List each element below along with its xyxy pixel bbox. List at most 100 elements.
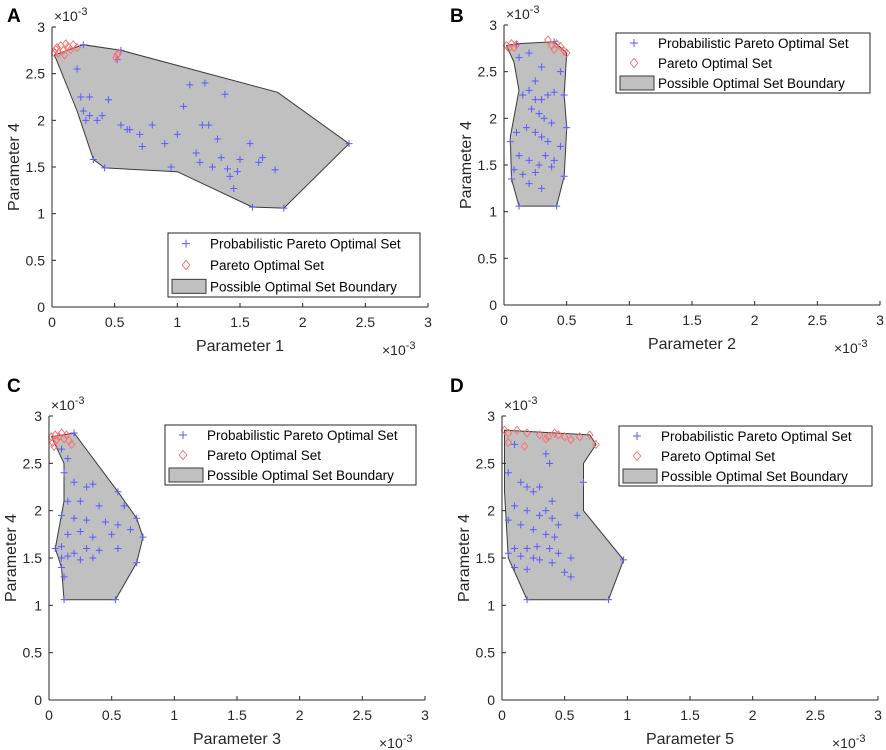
legend-swatch [620,76,654,90]
y-exponent-label: ×10-3 [54,6,88,24]
y-tick-label: 3 [487,408,495,424]
y-tick-label: 3 [37,19,45,35]
optimal-set-boundary [505,430,624,600]
x-axis-title: Parameter 2 [648,336,736,353]
y-exponent-label: ×10-3 [506,4,540,22]
legend-label: Probabilistic Pareto Optimal Set [207,428,398,443]
panel-b: B 0 0.5 1 1.5 2 2.5 3 0 0.5 1 1.5 2 2.5 3 Parameter 2 Pa… [450,4,884,356]
panel-d: D0 0.5 1 1.5 2 2.5 300.511.522.53Parameter 5Pa… [450,376,882,750]
y-tick-label: 0.5 [26,252,46,268]
optimal-set-boundary [55,45,350,208]
x-tick-label: 2 [299,314,307,330]
x-tick-label: 0 [45,707,53,723]
x-tick-label: 3 [876,312,884,328]
legend: Probabilistic Pareto Optimal Set Pareto O… [619,426,872,486]
y-tick-label: 2 [37,112,45,128]
legend-label: Possible Optimal Set Boundary [210,279,397,294]
legend-label: Probabilistic Pareto Optimal Set [661,429,852,444]
y-axis-title: Parameter 4 [456,514,473,602]
y-tick-label: 2.5 [26,66,46,82]
x-tick-label: 0 [500,312,508,328]
y-tick-label: 0 [487,692,495,708]
y-axis-title: Parameter 4 [458,121,475,209]
y-tick-label: 2.5 [478,64,498,80]
y-tick-label: 0.5 [478,250,498,266]
panel-letter: A [7,6,21,27]
x-tick-label: 1.5 [227,707,247,723]
x-tick-label: 3 [424,314,432,330]
x-exponent-label: ×10-3 [379,733,413,750]
legend-swatch [623,469,657,483]
legend-label: Pareto Optimal Set [210,258,324,273]
x-tick-label: 0.5 [555,707,575,723]
panel-letter: C [7,376,21,397]
x-tick-label: 2.5 [808,312,828,328]
y-tick-label: 0.5 [476,645,496,661]
x-tick-label: 3 [874,707,882,723]
y-tick-label: 2.5 [476,455,496,471]
y-tick-label: 0 [34,692,42,708]
x-axis-title: Parameter 1 [196,338,284,355]
legend-label: Pareto Optimal Set [661,449,775,464]
x-tick-label: 1 [625,312,633,328]
x-tick-label: 0 [498,707,506,723]
y-tick-label: 3 [489,17,497,33]
y-tick-label: 0 [489,297,497,313]
x-tick-label: 1.5 [680,707,700,723]
y-tick-label: 0 [37,299,45,315]
y-tick-label: 1 [34,597,42,613]
legend-label: Possible Optimal Set Boundary [658,76,845,91]
optimal-set-boundary [52,433,144,600]
y-tick-label: 1.5 [478,157,498,173]
legend-label: Pareto Optimal Set [207,448,321,463]
panel-a: A0 0.5 1 1.5 2 2.5 300.511.522.53Parameter 1Pa… [6,6,432,358]
x-tick-label: 1.5 [682,312,702,328]
x-tick-label: 1.5 [230,314,250,330]
x-exponent-label: ×10-3 [834,338,868,356]
y-axis-title: Parameter 4 [3,514,20,602]
optimal-set-boundary [507,42,567,206]
x-axis-title: Parameter 3 [193,731,281,748]
y-tick-label: 1.5 [476,550,496,566]
y-tick-label: 2 [34,503,42,519]
y-tick-label: 0.5 [23,645,43,661]
x-exponent-label: ×10-3 [382,340,416,358]
y-axis-title: Parameter 4 [6,123,23,211]
x-axis-title: Parameter 5 [646,731,734,748]
y-exponent-label: ×10-3 [504,395,538,413]
figure: A 0 0.5 1 1.5 2 2.5 3 0 0.5 1 1.5 2 2.5 3 Parameter 1 Pa… [0,0,886,750]
y-tick-label: 3 [34,408,42,424]
x-tick-label: 1 [623,707,631,723]
panel-letter: D [450,376,464,397]
panel-letter: B [450,6,464,27]
x-tick-label: 0.5 [102,707,122,723]
legend-label: Probabilistic Pareto Optimal Set [210,237,401,252]
x-tick-label: 2 [296,707,304,723]
x-tick-label: 1 [170,707,178,723]
y-tick-label: 2 [489,110,497,126]
y-tick-label: 2.5 [23,455,43,471]
legend-label: Pareto Optimal Set [658,56,772,71]
legend: Probabilistic Pareto Optimal Set Pareto O… [168,233,420,297]
x-exponent-label: ×10-3 [832,733,866,750]
x-tick-label: 3 [421,707,429,723]
y-tick-label: 1.5 [23,550,43,566]
x-tick-label: 2 [751,312,759,328]
y-tick-label: 1.5 [26,159,46,175]
legend-label: Possible Optimal Set Boundary [207,468,394,483]
legend-swatch [169,468,203,482]
y-exponent-label: ×10-3 [51,395,85,413]
x-tick-label: 0.5 [557,312,577,328]
x-tick-label: 0 [48,314,56,330]
y-tick-label: 2 [487,503,495,519]
x-tick-label: 0.5 [105,314,125,330]
legend-label: Probabilistic Pareto Optimal Set [658,36,849,51]
legend: Probabilistic Pareto Optimal Set Pareto O… [616,33,870,93]
y-tick-label: 1 [37,206,45,222]
legend-swatch [172,279,206,293]
x-tick-label: 2.5 [356,314,376,330]
y-tick-label: 1 [489,204,497,220]
panel-c: C0 0.5 1 1.5 2 2.5 300.511.522.53Parameter 3Pa… [3,376,429,750]
legend-label: Possible Optimal Set Boundary [661,469,848,484]
legend: Probabilistic Pareto Optimal Set Pareto O… [165,425,416,485]
